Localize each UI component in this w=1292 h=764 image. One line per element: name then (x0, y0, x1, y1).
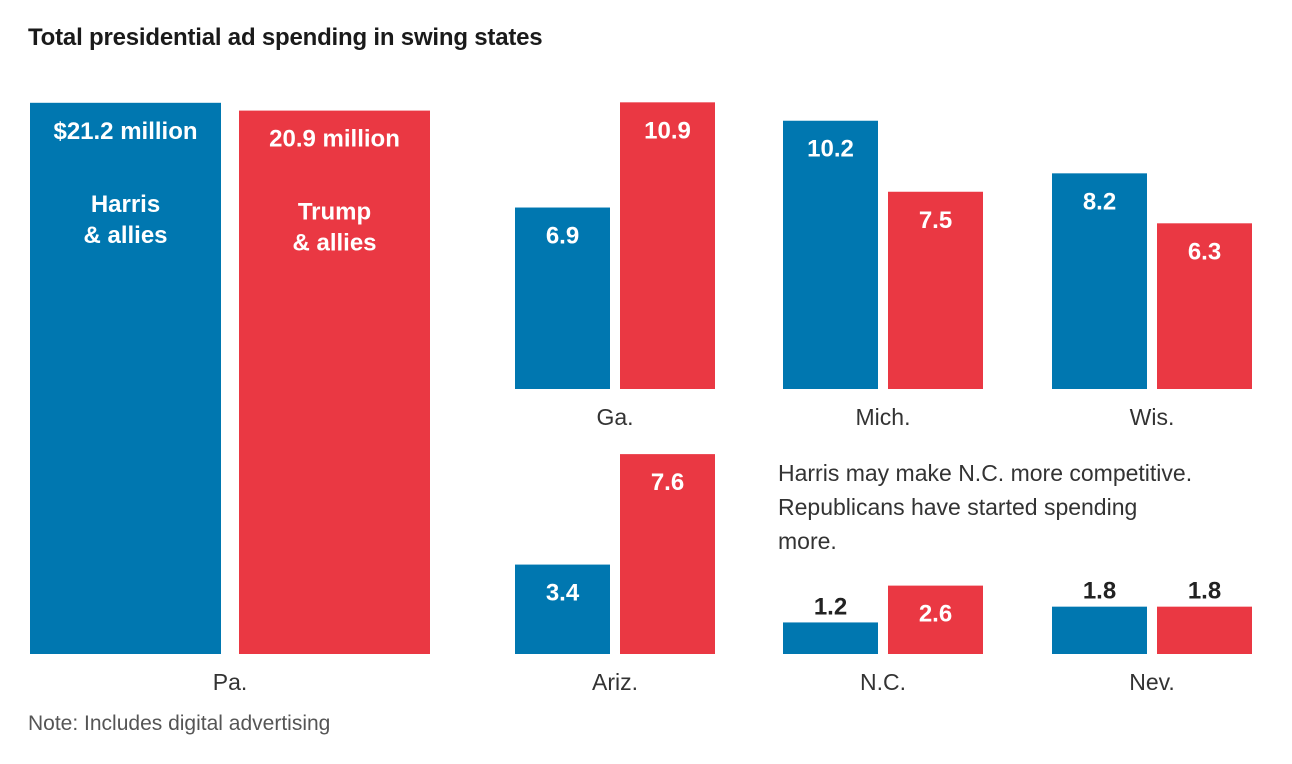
bar-pa-harris (30, 102, 221, 655)
bar-n-c-harris (783, 622, 878, 654)
value-label-pa-harris: $21.2 million (53, 118, 197, 145)
chart-note: Note: Includes digital advertising (28, 712, 331, 735)
value-label-nev-harris: 1.8 (1083, 578, 1116, 605)
bar-ga-trump (620, 102, 715, 389)
category-label-pa: Pa. (213, 669, 248, 695)
bar-nev-harris (1052, 606, 1147, 654)
value-label-mich-trump: 7.5 (919, 207, 952, 234)
chart-title: Total presidential ad spending in swing … (28, 24, 543, 51)
bar-ariz-trump (620, 454, 715, 654)
series-label-harris: & allies (83, 222, 167, 249)
value-label-n-c-trump: 2.6 (919, 601, 952, 628)
series-label-harris: Harris (91, 191, 160, 218)
value-label-ariz-harris: 3.4 (546, 580, 580, 607)
value-label-wis-trump: 6.3 (1188, 238, 1221, 265)
bar-mich-trump (888, 191, 983, 389)
value-label-ariz-trump: 7.6 (651, 469, 684, 496)
value-label-pa-trump: 20.9 million (269, 126, 400, 153)
category-label-nev: Nev. (1129, 669, 1175, 695)
category-label-ga: Ga. (596, 404, 633, 430)
bar-ga-harris (515, 207, 610, 389)
nc-annotation: Harris may make N.C. more competitive. R… (778, 460, 1193, 554)
series-label-trump: & allies (292, 230, 376, 257)
bar-mich-harris (783, 120, 878, 390)
bar-ariz-harris (515, 564, 610, 654)
bar-n-c-trump (888, 585, 983, 654)
series-label-trump: Trump (298, 199, 371, 226)
bar-wis-trump (1157, 223, 1252, 389)
category-label-ariz: Ariz. (592, 669, 638, 695)
value-label-wis-harris: 8.2 (1083, 188, 1116, 215)
value-label-n-c-harris: 1.2 (814, 593, 847, 620)
bar-wis-harris (1052, 173, 1147, 389)
category-label-n-c: N.C. (860, 669, 906, 695)
value-label-mich-harris: 10.2 (807, 136, 854, 163)
category-label-wis: Wis. (1130, 404, 1175, 430)
value-label-nev-trump: 1.8 (1188, 578, 1221, 605)
category-label-mich: Mich. (856, 404, 911, 430)
bar-nev-trump (1157, 606, 1252, 654)
bar-pa-trump (239, 110, 430, 655)
value-label-ga-trump: 10.9 (644, 117, 691, 144)
value-label-ga-harris: 6.9 (546, 223, 579, 250)
